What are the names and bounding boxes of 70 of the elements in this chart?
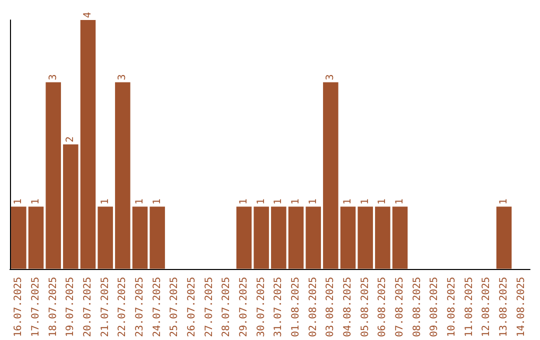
x-tick-label: 27.07.2025	[204, 276, 215, 338]
x-tick-label: 05.08.2025	[360, 276, 371, 338]
data-label: 1	[273, 198, 284, 205]
bar	[254, 206, 269, 269]
x-tick-label: 25.07.2025	[169, 276, 180, 338]
data-label: 1	[394, 198, 406, 205]
bar	[236, 206, 252, 269]
x-tick-label: 24.07.2025	[152, 276, 163, 338]
data-label: 3	[48, 74, 59, 80]
bar	[80, 20, 96, 269]
x-tick-label: 10.08.2025	[446, 276, 458, 338]
bar	[115, 82, 130, 269]
data-label: 1	[498, 198, 510, 205]
x-tick-label: 28.07.2025	[221, 276, 232, 338]
data-label: 1	[342, 198, 354, 205]
bar	[306, 206, 321, 269]
data-label: 1	[308, 198, 319, 205]
x-tick-label: 08.08.2025	[412, 276, 423, 338]
data-label: 1	[290, 198, 302, 205]
bar	[358, 206, 373, 269]
bar	[28, 206, 44, 269]
x-tick-label: 02.08.2025	[308, 276, 319, 338]
bar	[496, 206, 512, 269]
bar	[340, 206, 356, 269]
bar	[150, 206, 165, 269]
x-tick-label: 21.07.2025	[100, 276, 111, 338]
x-tick-label: 13.08.2025	[498, 276, 510, 338]
data-label: 1	[360, 198, 371, 205]
data-label: 1	[377, 198, 388, 205]
bar	[392, 206, 408, 269]
data-label: 1	[238, 198, 250, 205]
data-label: 1	[134, 198, 146, 205]
x-tick-label: 03.08.2025	[325, 276, 336, 338]
data-label: 1	[30, 198, 42, 205]
data-label: 4	[82, 12, 94, 18]
bar	[288, 206, 304, 269]
bar	[46, 82, 61, 269]
data-label: 3	[117, 74, 128, 80]
data-label: 1	[152, 198, 163, 205]
x-tick-label: 29.07.2025	[238, 276, 250, 338]
data-label: 1	[100, 198, 111, 205]
x-tick-label: 07.08.2025	[394, 276, 406, 338]
x-tick-label: 16.07.2025	[13, 276, 24, 338]
x-tick-label: 06.08.2025	[377, 276, 388, 338]
x-tick-label: 30.07.2025	[256, 276, 267, 338]
data-label: 1	[256, 198, 267, 205]
data-label: 3	[325, 74, 336, 80]
data-label: 1	[13, 198, 24, 205]
x-tick-label: 22.07.2025	[117, 276, 128, 338]
x-tick-label: 14.08.2025	[516, 276, 527, 338]
bar	[323, 82, 338, 269]
x-tick-label: 11.08.2025	[464, 276, 475, 338]
bar	[98, 206, 113, 269]
bar	[11, 206, 26, 269]
x-tick-label: 31.07.2025	[273, 276, 284, 338]
x-tick-label: 19.07.2025	[65, 276, 76, 338]
bar	[375, 206, 390, 269]
bar	[132, 206, 148, 269]
x-tick-label: 20.07.2025	[82, 276, 94, 338]
x-tick-label: 04.08.2025	[342, 276, 354, 338]
bar	[63, 144, 78, 269]
x-tick-label: 01.08.2025	[290, 276, 302, 338]
x-tick-label: 12.08.2025	[481, 276, 492, 338]
x-tick-label: 17.07.2025	[30, 276, 42, 338]
data-label: 2	[65, 136, 76, 142]
x-tick-label: 09.08.2025	[429, 276, 440, 338]
bar	[271, 206, 286, 269]
x-tick-label: 18.07.2025	[48, 276, 59, 338]
x-tick-label: 26.07.2025	[186, 276, 198, 338]
x-tick-label: 23.07.2025	[134, 276, 146, 338]
